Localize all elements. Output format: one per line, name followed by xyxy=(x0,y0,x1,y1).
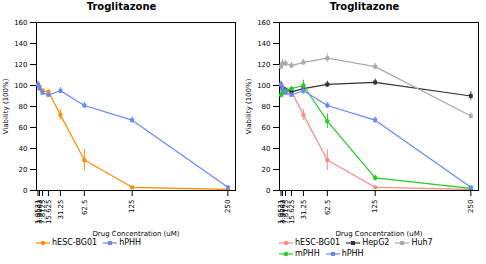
svg-text:100: 100 xyxy=(14,82,27,90)
svg-text:15.625: 15.625 xyxy=(45,200,53,225)
svg-text:Drug Concentration (uM): Drug Concentration (uM) xyxy=(335,230,422,238)
html-text:Troglitazone: Troglitazone xyxy=(329,1,400,12)
svg-text:80: 80 xyxy=(19,103,28,111)
svg-text:160: 160 xyxy=(257,19,270,27)
html-text:hPHH: hPHH xyxy=(119,238,142,247)
html-text:hESC-BG01: hESC-BG01 xyxy=(295,238,341,247)
svg-text:0: 0 xyxy=(23,187,27,195)
html-text:Huh7: Huh7 xyxy=(411,238,433,247)
svg-text:140: 140 xyxy=(14,40,27,48)
svg-text:Viability (100%): Viability (100%) xyxy=(245,78,253,134)
html-text:hPHH: hPHH xyxy=(341,249,364,258)
svg-text:120: 120 xyxy=(14,61,27,69)
svg-text:Drug Concentration (uM): Drug Concentration (uM) xyxy=(92,230,179,238)
svg-text:140: 140 xyxy=(257,40,270,48)
html-text:Troglitazone: Troglitazone xyxy=(86,1,157,12)
svg-text:31.25: 31.25 xyxy=(57,200,65,220)
svg-text:31.25: 31.25 xyxy=(300,200,308,220)
svg-text:7.8125: 7.8125 xyxy=(281,199,290,224)
svg-text:100: 100 xyxy=(257,82,270,90)
svg-text:20: 20 xyxy=(19,166,28,174)
svg-text:250: 250 xyxy=(467,200,475,213)
svg-text:40: 40 xyxy=(19,145,28,153)
svg-text:Viability (100%): Viability (100%) xyxy=(2,78,10,134)
svg-text:62.5: 62.5 xyxy=(324,200,332,216)
svg-text:0: 0 xyxy=(266,187,270,195)
svg-text:60: 60 xyxy=(262,124,271,132)
svg-text:62.5: 62.5 xyxy=(81,200,89,216)
svg-text:125: 125 xyxy=(371,200,379,213)
html-text:HepG2: HepG2 xyxy=(362,238,390,247)
svg-text:250: 250 xyxy=(224,200,232,213)
svg-text:160: 160 xyxy=(14,19,27,27)
svg-text:20: 20 xyxy=(262,166,271,174)
svg-text:60: 60 xyxy=(19,124,28,132)
svg-text:15.625: 15.625 xyxy=(288,200,296,225)
svg-text:125: 125 xyxy=(128,200,136,213)
svg-text:40: 40 xyxy=(262,145,271,153)
html-text:mPHH: mPHH xyxy=(295,249,320,258)
html-text:hESC-BG01: hESC-BG01 xyxy=(52,238,98,247)
svg-text:120: 120 xyxy=(257,61,270,69)
svg-text:80: 80 xyxy=(262,103,271,111)
svg-text:7.8125: 7.8125 xyxy=(38,199,47,224)
